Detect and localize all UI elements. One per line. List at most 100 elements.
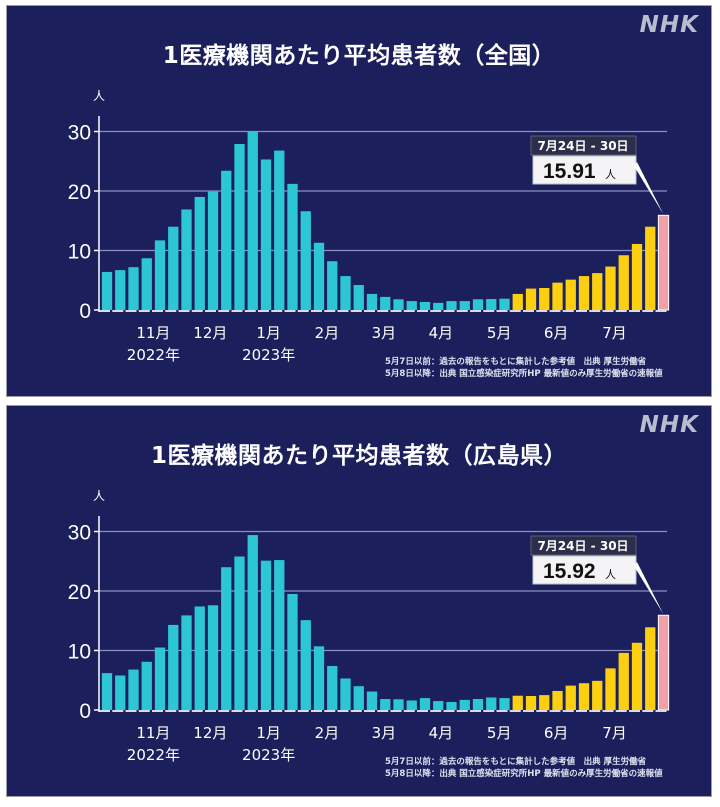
bar	[433, 701, 444, 710]
bar	[605, 668, 616, 710]
x-month-label: 6月	[544, 724, 569, 742]
y-tick-label: 0	[79, 300, 91, 323]
bar	[605, 266, 616, 310]
bar	[366, 293, 378, 310]
bar	[234, 556, 245, 710]
x-year-label: 2023年	[242, 346, 295, 364]
bar	[221, 567, 232, 710]
bar	[552, 690, 563, 710]
y-tick-label: 0	[79, 700, 91, 723]
x-month-label: 5月	[487, 324, 512, 342]
bar-chart: 0 10 20 30 人 11月 12月 1月 2月 3月 4月 5月 6月 7月 2022年 2023年 7月…	[68, 489, 670, 764]
bar	[101, 673, 113, 710]
bar	[101, 271, 113, 310]
nhk-logo: NHK	[639, 12, 699, 38]
y-tick-label: 20	[68, 181, 91, 204]
x-month-label: 4月	[429, 324, 454, 342]
bar	[525, 696, 537, 710]
bar	[393, 299, 404, 310]
bar	[631, 642, 643, 710]
bar	[154, 647, 166, 710]
bar	[499, 298, 510, 310]
bar	[247, 535, 258, 710]
footnote-line: 5月8日以降：出典 国立感染症研究所HP 最新値のみ厚生労働省の速報値	[385, 369, 663, 379]
bar	[472, 698, 484, 710]
bar	[181, 209, 192, 310]
x-month-label: 3月	[372, 724, 397, 742]
bar	[539, 695, 550, 710]
y-axis-unit-label: 人	[93, 89, 105, 103]
callout-value: 15.91	[543, 160, 596, 183]
bar	[592, 680, 603, 710]
bar	[578, 683, 590, 710]
footnotes: 5月7日以前：過去の報告をもとに集計した参考値 出典 厚生労働省 5月8日以降：…	[385, 756, 663, 780]
y-tick-label: 30	[68, 122, 91, 145]
bar	[486, 298, 497, 310]
bar	[181, 615, 192, 710]
bar	[168, 624, 179, 710]
bar	[313, 242, 325, 310]
callout-period: 7月24日 - 30日	[537, 539, 628, 553]
callout-header	[530, 535, 637, 556]
bar	[393, 699, 404, 710]
chart-title: 1医療機関あたり平均患者数（広島県）	[150, 443, 567, 469]
bar	[128, 267, 139, 310]
bar	[207, 605, 219, 710]
nhk-logo: NHK	[639, 412, 699, 438]
x-month-label: 7月	[602, 324, 627, 342]
footnote-line: 5月8日以降：出典 国立感染症研究所HP 最新値のみ厚生労働省の速報値	[385, 769, 663, 779]
bar	[128, 669, 139, 710]
callout-period: 7月24日 - 30日	[537, 139, 628, 153]
bar	[168, 226, 179, 310]
x-month-label: 3月	[372, 324, 397, 342]
bar	[539, 287, 550, 310]
bar	[380, 296, 391, 310]
bar	[340, 276, 351, 310]
bar	[472, 299, 484, 310]
bar-chart: 0 10 20 30 人 11月 12月 1月 2月 3月 4月 5月 6月 7月 2022年 2023年 7月…	[68, 89, 670, 364]
bar	[247, 131, 258, 310]
bar	[446, 701, 457, 710]
chart-panel-hiroshima: NHK 1医療機関あたり平均患者数（広島県） 0 10 20 30 人 11月 12月 1月 2…	[6, 405, 712, 797]
footnote-line: 5月7日以前：過去の報告をもとに集計した参考値 出典 厚生労働省	[385, 757, 647, 767]
bar	[300, 211, 311, 310]
callout-value: 15.92	[543, 560, 596, 583]
bar	[194, 196, 205, 310]
bar	[154, 240, 166, 310]
x-year-label: 2022年	[127, 346, 180, 364]
bar	[419, 301, 431, 310]
chart-title: 1医療機関あたり平均患者数（全国）	[162, 43, 556, 69]
bar	[274, 560, 285, 710]
bar	[300, 620, 311, 710]
bar	[512, 695, 523, 710]
bar	[353, 686, 364, 710]
bar	[234, 143, 245, 310]
bar	[645, 226, 656, 310]
bar	[327, 665, 338, 710]
bar	[340, 678, 351, 710]
y-tick-label: 10	[68, 241, 91, 264]
bar	[499, 698, 510, 710]
x-month-label: 1月	[256, 724, 281, 742]
x-month-label: 1月	[256, 324, 281, 342]
bar	[406, 700, 417, 710]
bar	[565, 279, 576, 310]
bar	[578, 276, 590, 310]
bar	[287, 593, 298, 710]
bar	[657, 214, 670, 311]
bar	[141, 661, 152, 710]
callout-unit: 人	[605, 168, 616, 181]
bar	[380, 698, 391, 710]
bar	[221, 170, 232, 310]
bar	[459, 301, 470, 310]
chart-panel-national: NHK 1医療機関あたり平均患者数（全国） 0 10 20 30 人 11月 12月 1月 2月…	[6, 5, 712, 397]
bar	[115, 675, 126, 710]
bar	[207, 191, 219, 310]
bar	[274, 150, 285, 310]
bar	[313, 646, 325, 710]
y-tick-label: 30	[68, 522, 91, 545]
bar	[260, 159, 272, 310]
bar	[419, 698, 431, 710]
x-month-label: 2月	[315, 724, 340, 742]
bar	[433, 302, 444, 310]
